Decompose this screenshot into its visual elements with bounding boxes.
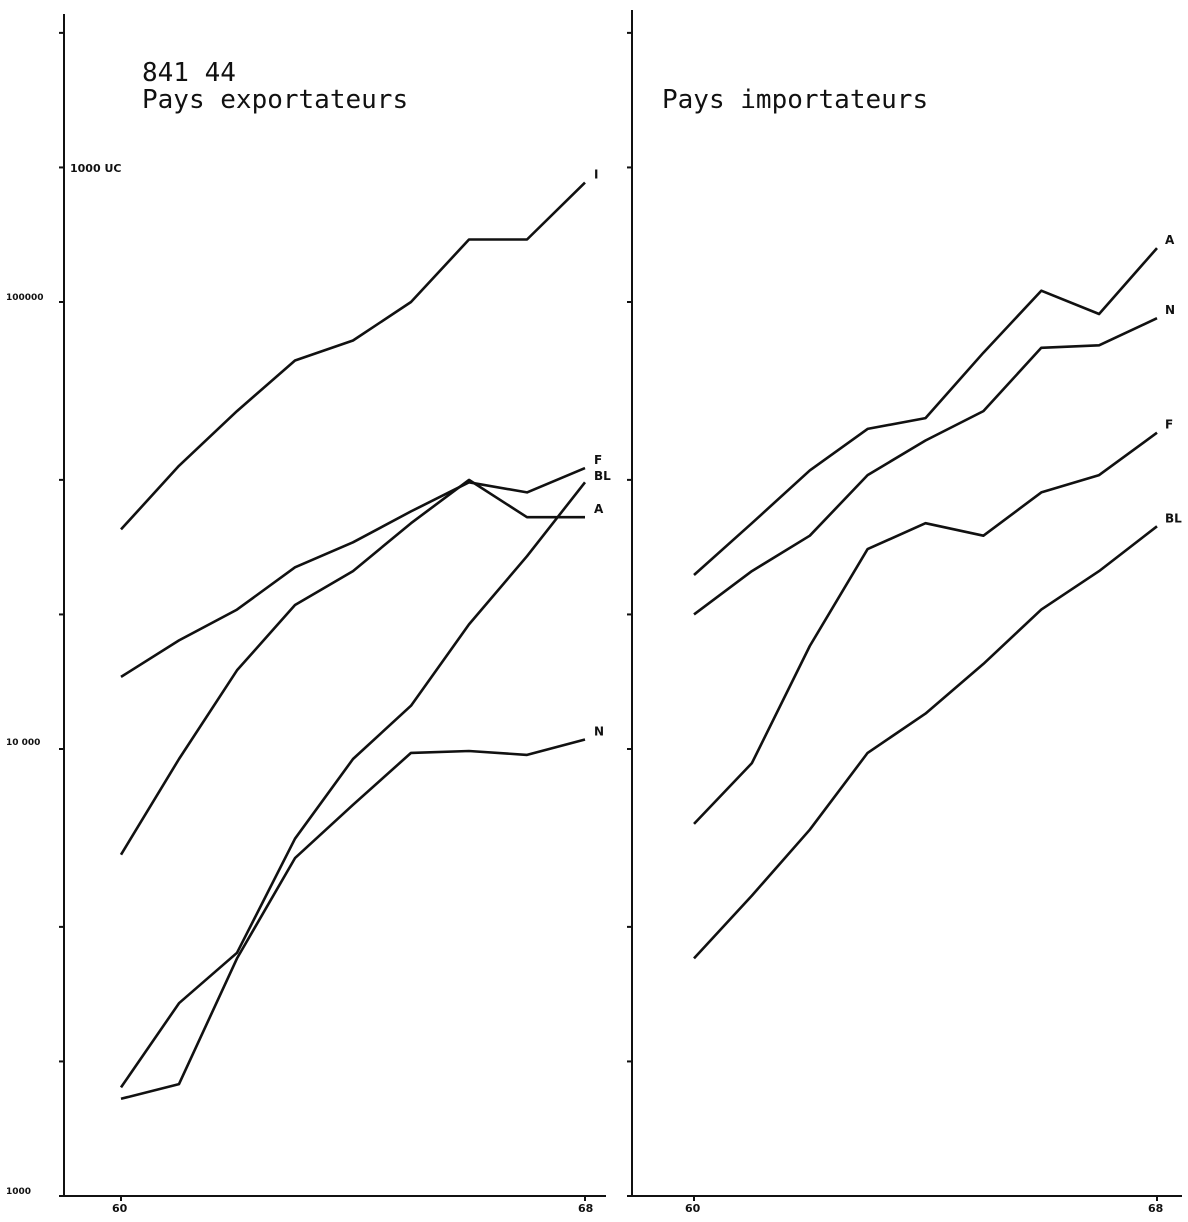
series-label-n: N xyxy=(1165,303,1175,317)
series-label-f: F xyxy=(1165,418,1173,432)
right-x-end-label: 68 xyxy=(1148,1202,1163,1215)
series-line-a xyxy=(119,478,585,856)
chart-code: 841 44 xyxy=(142,58,236,88)
series-line-f xyxy=(693,431,1158,825)
right-panel: Pays importateurs 60 68 A N F BL xyxy=(627,10,1182,1215)
series-line-f xyxy=(120,466,586,679)
series-label-i: I xyxy=(594,168,598,182)
series-label-a: A xyxy=(1165,233,1175,247)
left-series-group: I F A BL N xyxy=(119,168,611,1101)
left-panel-title: Pays exportateurs xyxy=(142,85,408,115)
series-label-bl: BL xyxy=(594,469,611,483)
left-y-ticks xyxy=(59,31,586,1201)
series-line-n xyxy=(693,317,1158,616)
right-y-ticks xyxy=(627,31,1158,1201)
series-line-i xyxy=(120,181,586,531)
right-panel-title: Pays importateurs xyxy=(662,85,928,115)
y-tick-label-1000: 1000 xyxy=(6,1187,31,1197)
left-x-start-label: 60 xyxy=(112,1202,128,1215)
series-line-a xyxy=(693,247,1158,576)
series-line-bl xyxy=(119,481,587,1089)
left-x-end-label: 68 xyxy=(578,1202,593,1215)
y-tick-label-10000: 10 000 xyxy=(6,738,40,748)
series-label-a: A xyxy=(594,502,604,516)
series-line-n xyxy=(120,738,586,1101)
right-x-start-label: 60 xyxy=(685,1202,701,1215)
right-series-group: A N F BL xyxy=(693,233,1182,960)
series-line-bl xyxy=(693,525,1158,960)
series-label-bl: BL xyxy=(1165,511,1182,525)
left-panel: 841 44 Pays exportateurs 1000 UC 1000 10… xyxy=(6,14,611,1215)
series-label-n: N xyxy=(594,725,604,739)
unit-label: 1000 UC xyxy=(70,162,121,175)
y-tick-label-100000: 100000 xyxy=(6,293,44,303)
series-label-f: F xyxy=(594,453,602,467)
